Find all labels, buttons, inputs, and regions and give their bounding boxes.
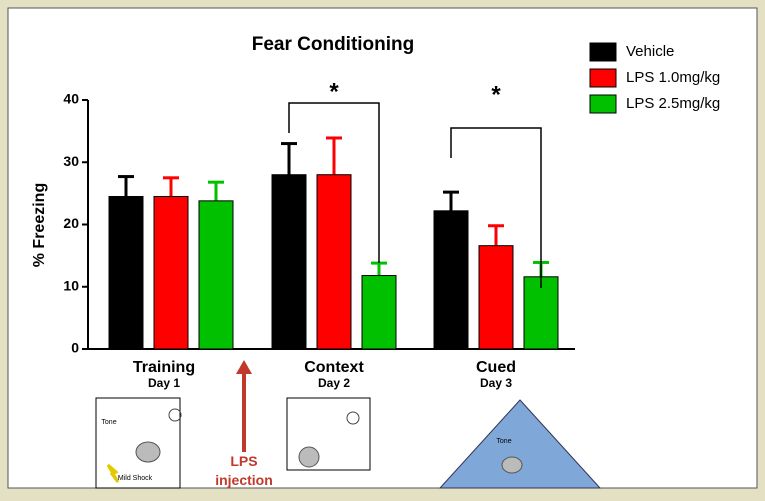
bar [199, 201, 233, 349]
bar [434, 211, 468, 349]
mouse-icon [502, 457, 522, 473]
arrow-label: LPS injection [214, 452, 274, 490]
legend-swatch [590, 43, 616, 61]
y-tick-label: 10 [63, 277, 79, 293]
mouse-icon [299, 447, 319, 467]
chart-title: Fear Conditioning [252, 34, 415, 55]
y-tick-label: 20 [63, 215, 79, 231]
legend-label: Vehicle [626, 43, 674, 60]
day-label: Day 3 [480, 376, 512, 390]
legend-label: LPS 1.0mg/kg [626, 69, 720, 86]
sig-star: * [491, 81, 501, 108]
bar [317, 175, 351, 349]
icon-label: Tone [496, 438, 511, 445]
page: Fear Conditioning % Freezing 0 10 20 30 40 Tr… [0, 0, 765, 496]
bar [272, 175, 306, 349]
legend-label: LPS 2.5mg/kg [626, 95, 720, 112]
icon-label: Mild Shock [118, 475, 153, 482]
y-tick-label: 30 [63, 153, 79, 169]
mouse-icon [136, 442, 160, 462]
y-axis-label: % Freezing [31, 183, 48, 267]
bar [109, 196, 143, 349]
day-label: Day 1 [148, 376, 180, 390]
x-tick-label: Training [133, 359, 195, 376]
bar [479, 246, 513, 349]
bar [154, 196, 188, 349]
y-tick-label: 0 [71, 340, 79, 356]
chart: Fear Conditioning % Freezing 0 10 20 30 40 Tr… [0, 0, 765, 496]
sig-star: * [329, 78, 339, 105]
x-tick-label: Cued [476, 359, 516, 376]
day-label: Day 2 [318, 376, 350, 390]
legend-swatch [590, 95, 616, 113]
bar [362, 276, 396, 349]
x-tick-label: Context [304, 359, 364, 376]
icon-label: Tone [101, 419, 116, 426]
legend-swatch [590, 69, 616, 87]
y-tick-label: 40 [63, 91, 79, 107]
